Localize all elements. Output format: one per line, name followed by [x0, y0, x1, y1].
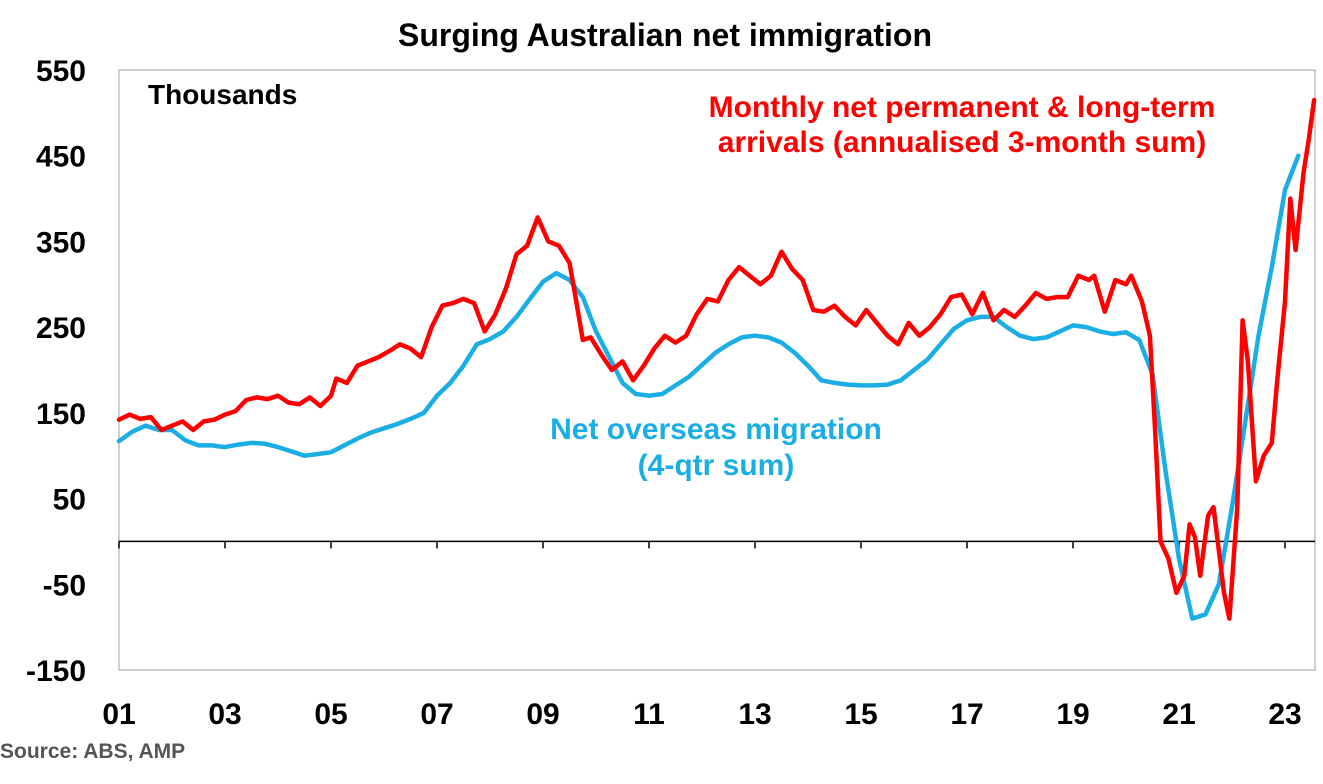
y-tick-label: -150 [26, 655, 86, 688]
y-tick-label: 50 [53, 484, 86, 517]
x-tick-label: 05 [314, 698, 347, 731]
y-tick-label: 150 [36, 398, 86, 431]
x-tick-label: 23 [1268, 698, 1301, 731]
plot-area [118, 69, 1316, 671]
series-line-net-overseas-migration [116, 153, 1301, 621]
x-tick-label: 17 [950, 698, 983, 731]
x-tick-label: 21 [1162, 698, 1195, 731]
x-tick-label: 09 [526, 698, 559, 731]
series-layer [116, 97, 1317, 621]
source-note: Source: ABS, AMP [0, 740, 185, 763]
series-line-monthly-arrivals [116, 97, 1317, 621]
x-tick-label: 01 [102, 698, 135, 731]
x-tick-label: 07 [420, 698, 453, 731]
x-tick-label: 19 [1056, 698, 1089, 731]
y-tick-label: 550 [36, 55, 86, 88]
red-series-annotation-line2: arrivals (annualised 3-month sum) [718, 126, 1206, 159]
red-series-annotation-line1: Monthly net permanent & long-term [709, 91, 1216, 124]
y-tick-label: 350 [36, 226, 86, 259]
x-tick-label: 03 [208, 698, 241, 731]
y-tick-label: 250 [36, 312, 86, 345]
x-tick-label: 11 [633, 698, 665, 731]
x-tick-label: 15 [844, 698, 877, 731]
x-tick-label: 13 [738, 698, 771, 731]
y-tick-label: -50 [43, 569, 86, 602]
blue-series-annotation-line1: Net overseas migration [550, 413, 882, 446]
unit-label: Thousands [148, 79, 297, 110]
blue-series-annotation-line2: (4-qtr sum) [638, 449, 795, 482]
chart-title: Surging Australian net immigration [398, 17, 932, 53]
y-tick-label: 450 [36, 141, 86, 174]
y-axis-ticks: 550 450 350 250 150 50 -50 -150 [26, 55, 86, 688]
x-axis-ticks: 01 03 05 07 09 11 13 15 17 19 21 23 [102, 541, 1302, 731]
